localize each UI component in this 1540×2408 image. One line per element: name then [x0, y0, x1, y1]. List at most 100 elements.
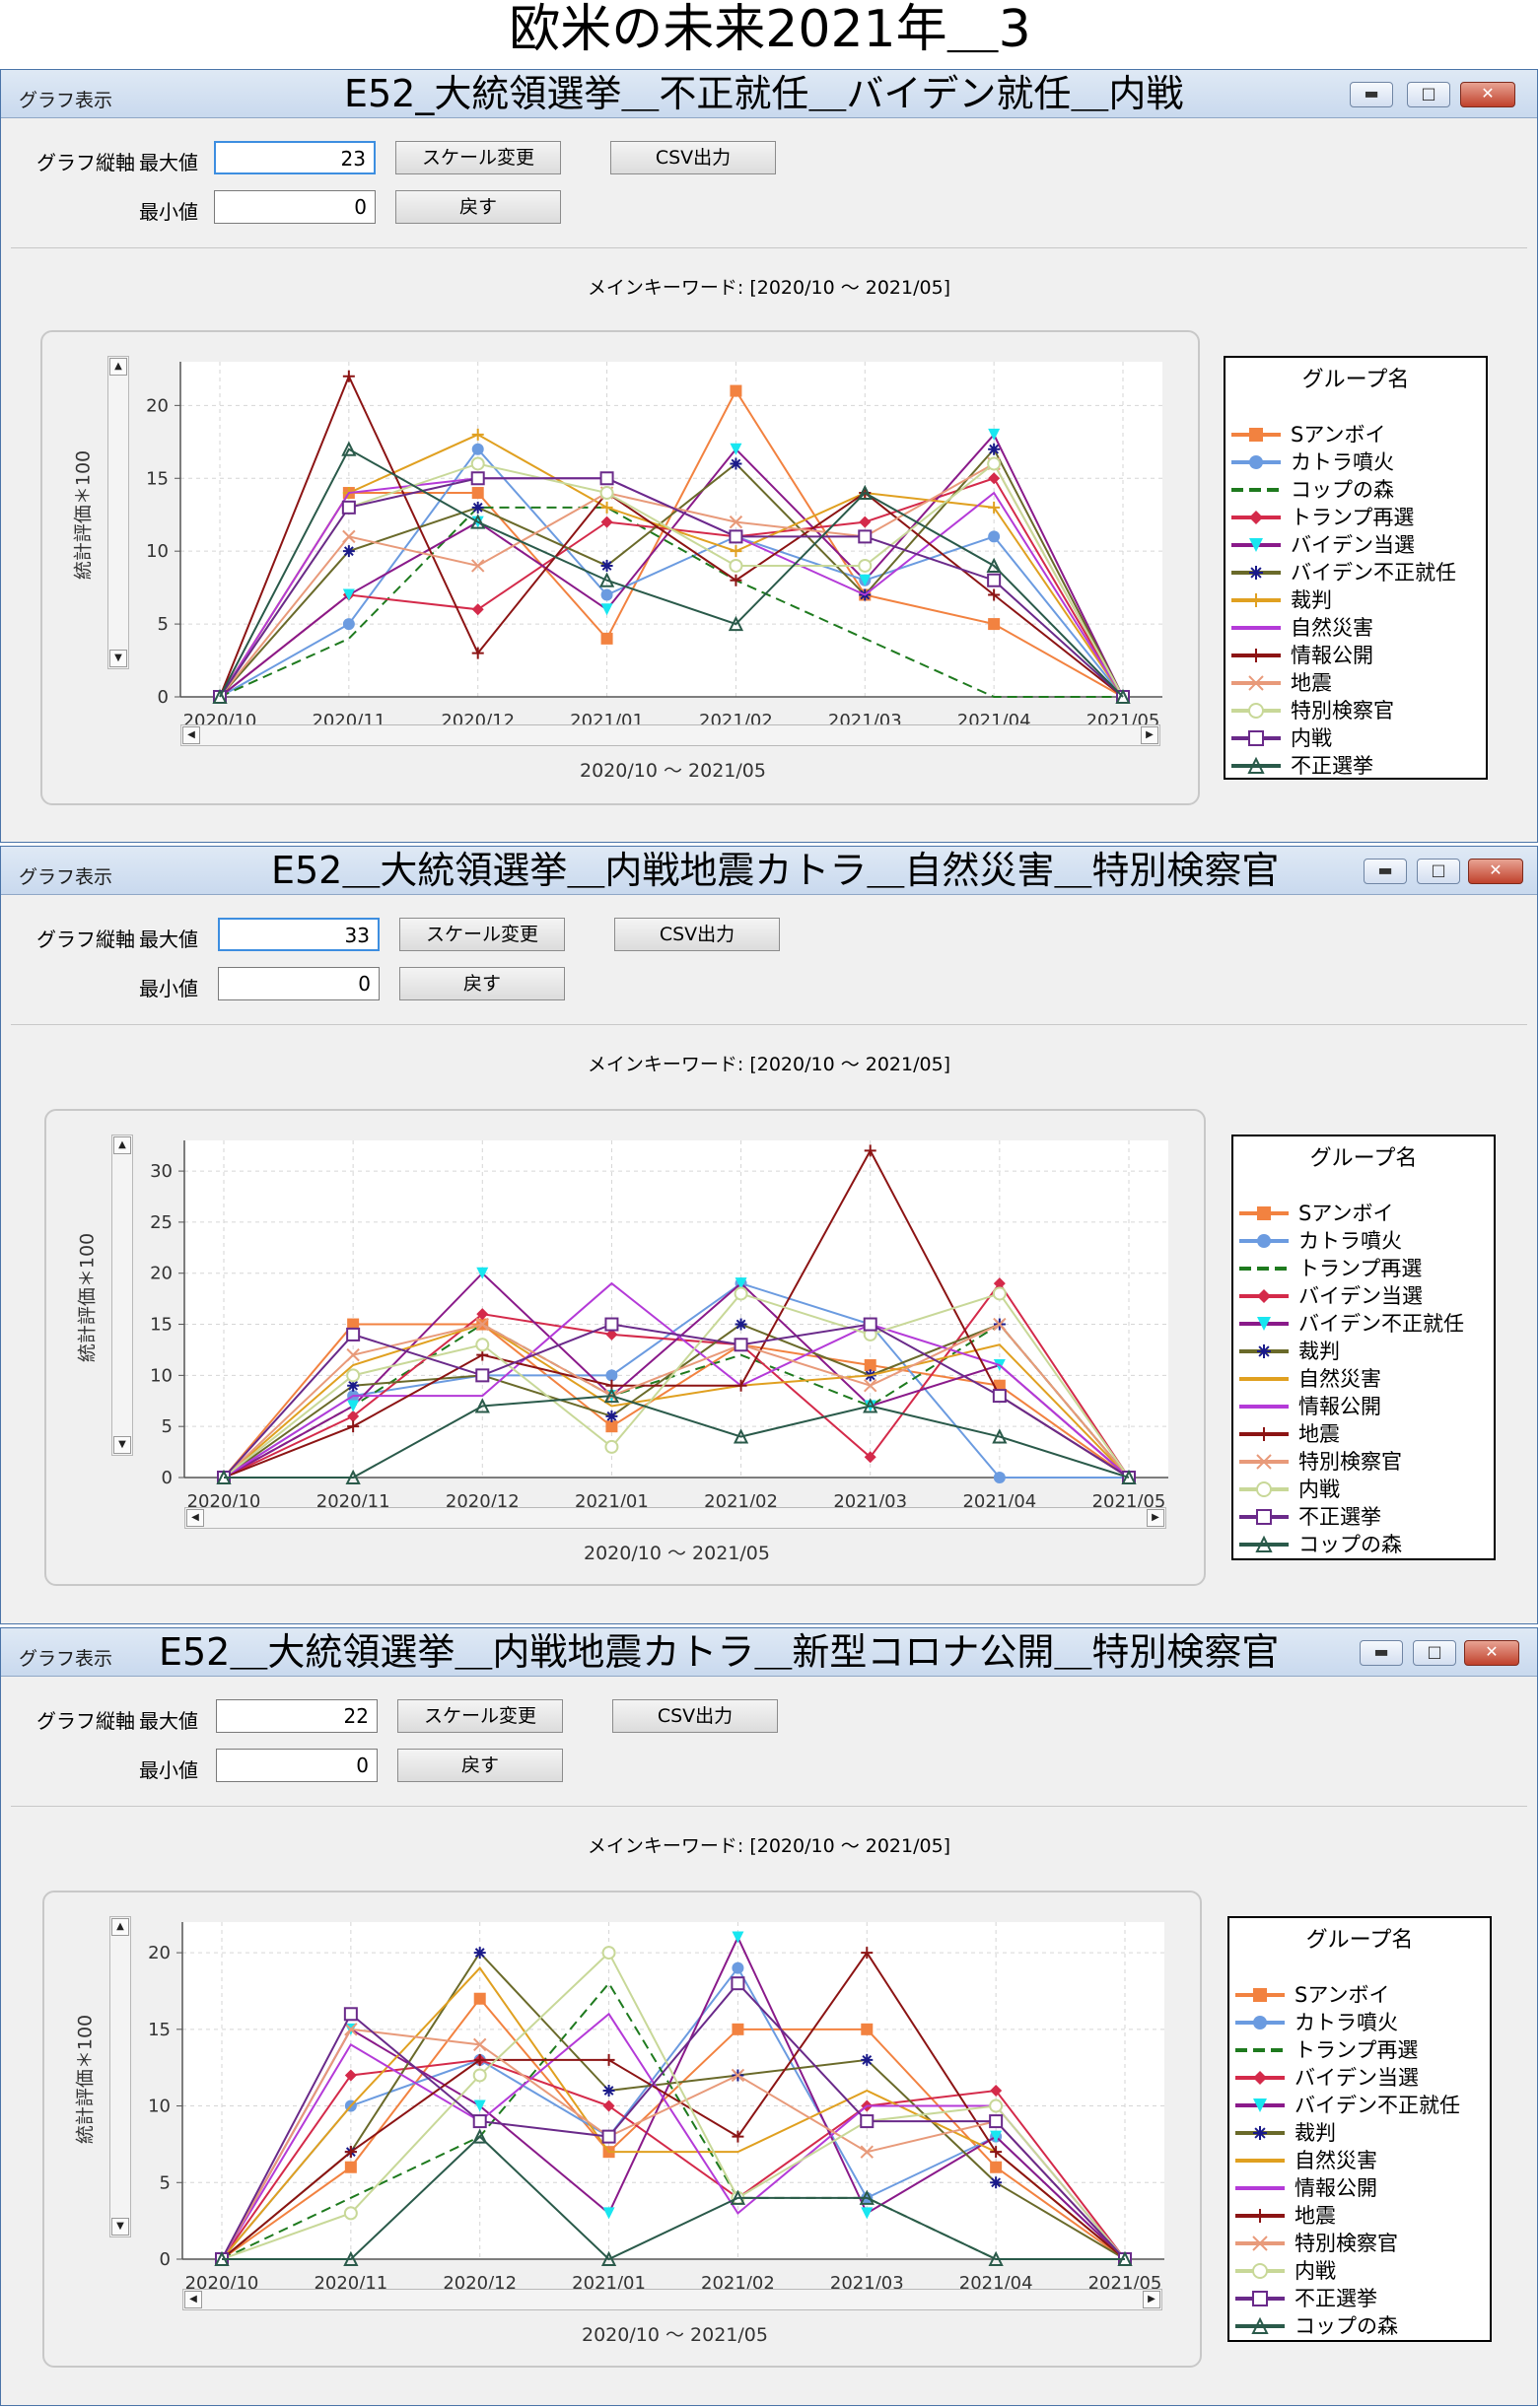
data-point-marker: [1257, 1206, 1271, 1220]
title-bar[interactable]: グラフ表示 E52＿大統領選挙＿内戦地震カトラ＿自然災害＿特別検察官 ▬ □ ✕: [1, 847, 1537, 895]
window-caption: グラフ表示: [19, 866, 113, 888]
horizontal-scrollbar[interactable]: ◀ ▶: [184, 1507, 1166, 1529]
csv-export-button[interactable]: CSV出力: [610, 141, 776, 174]
data-point-marker: [732, 2023, 744, 2035]
close-button[interactable]: ✕: [1468, 859, 1523, 884]
legend-item: トランプ再選: [1239, 1255, 1505, 1282]
data-point-marker: [347, 1420, 360, 1433]
legend-item: 特別検察官: [1231, 697, 1498, 724]
series-line: [223, 1323, 1130, 1479]
data-point-marker: [988, 472, 1001, 485]
scroll-right-button[interactable]: ▶: [1147, 1509, 1164, 1527]
series-コップの森: [214, 2128, 1133, 2266]
data-point-marker: [732, 1931, 744, 1944]
legend-item: 自然災害: [1231, 614, 1498, 642]
min-value-input[interactable]: 0: [214, 190, 376, 224]
close-icon: ✕: [1481, 84, 1495, 103]
legend: グループ名 Sアンボイ カトラ噴火 トランプ再選 バイデン当選 バイデン不正就任 裁判 自然…: [1231, 1135, 1496, 1560]
chart-panel: ▲ ▼ 0 5 10 15 20 2020/10 2020/11 2020/12 2021/01…: [42, 1891, 1202, 2368]
legend-item: 特別検察官: [1239, 1448, 1505, 1476]
window-caption: グラフ表示: [19, 90, 113, 111]
legend-label: バイデン不正就任: [1295, 2094, 1460, 2117]
scale-change-button[interactable]: スケール変更: [395, 141, 561, 174]
close-button[interactable]: ✕: [1464, 1640, 1519, 1666]
data-point-marker: [602, 2207, 615, 2220]
csv-export-button[interactable]: CSV出力: [612, 1699, 778, 1733]
title-bar[interactable]: グラフ表示 E52_大統領選挙＿不正就任＿バイデン就任＿内戦 ▬ □ ✕: [1, 70, 1537, 118]
minimize-button[interactable]: ▬: [1350, 82, 1393, 107]
minimize-button[interactable]: ▬: [1364, 859, 1407, 884]
data-point-marker: [600, 2250, 617, 2266]
legend-item: 裁判: [1235, 2119, 1502, 2147]
legend-label: 内戦: [1291, 726, 1332, 750]
reset-button[interactable]: 戻す: [397, 1749, 563, 1782]
close-button[interactable]: ✕: [1460, 82, 1515, 107]
data-point-marker: [988, 2250, 1004, 2266]
min-value-input[interactable]: 0: [216, 1749, 378, 1782]
close-icon: ✕: [1489, 860, 1503, 879]
scroll-right-button[interactable]: ▶: [1141, 726, 1158, 744]
vertical-scrollbar[interactable]: ▲ ▼: [107, 356, 129, 669]
main-keyword: メインキーワード: [2020/10 〜 2021/05]: [587, 1054, 951, 1075]
maximize-button[interactable]: □: [1407, 82, 1450, 107]
y-tick-label: 10: [148, 2097, 171, 2117]
legend-label: 不正選挙: [1295, 2287, 1377, 2310]
scroll-left-button[interactable]: ◀: [186, 1509, 204, 1527]
data-point-marker: [602, 2053, 615, 2066]
max-value-input[interactable]: 33: [218, 918, 380, 951]
legend-item: カトラ噴火: [1235, 2009, 1502, 2036]
scroll-down-button[interactable]: ▼: [109, 650, 127, 667]
data-point-marker: [1115, 688, 1131, 704]
legend-marker: [1249, 538, 1263, 552]
data-point-marker: [734, 1338, 748, 1352]
maximize-button[interactable]: □: [1417, 859, 1460, 884]
legend-item: バイデン不正就任: [1235, 2092, 1502, 2119]
scroll-up-button[interactable]: ▲: [109, 358, 127, 376]
data-point-marker: [730, 574, 742, 586]
legend-marker: [1239, 1393, 1289, 1420]
scroll-left-button[interactable]: ◀: [182, 726, 200, 744]
max-value-input[interactable]: 23: [214, 141, 376, 174]
scroll-down-button[interactable]: ▼: [111, 2218, 129, 2236]
horizontal-scrollbar[interactable]: ◀ ▶: [182, 2289, 1162, 2310]
legend-label: 地震: [1295, 2204, 1336, 2228]
vertical-scrollbar[interactable]: ▲ ▼: [111, 1135, 133, 1456]
reset-button[interactable]: 戻す: [395, 190, 561, 224]
data-point-marker: [344, 2146, 357, 2159]
y-tick-label: 5: [160, 2172, 171, 2193]
max-value-input[interactable]: 22: [216, 1699, 378, 1733]
data-point-marker: [988, 618, 1001, 631]
y-tick-label: 10: [146, 541, 169, 562]
axis-label: グラフ縦軸: [36, 928, 135, 951]
data-point-marker: [990, 2161, 1003, 2173]
legend-item: 裁判: [1231, 586, 1498, 614]
csv-export-button[interactable]: CSV出力: [614, 918, 780, 951]
legend-label: Sアンボイ: [1291, 423, 1386, 447]
legend-swatch: [1239, 1405, 1289, 1409]
scale-change-button[interactable]: スケール変更: [397, 1699, 563, 1733]
scroll-up-button[interactable]: ▲: [113, 1136, 131, 1154]
legend-label: トランプ再選: [1291, 506, 1415, 529]
data-point-marker: [733, 1428, 749, 1444]
data-point-marker: [212, 688, 228, 704]
data-point-marker: [729, 515, 743, 529]
maximize-icon: □: [1431, 860, 1446, 879]
maximize-button[interactable]: □: [1413, 1640, 1456, 1666]
data-point-marker: [604, 1317, 619, 1332]
horizontal-scrollbar[interactable]: ◀ ▶: [180, 724, 1160, 746]
data-point-marker: [993, 1472, 1006, 1483]
scroll-left-button[interactable]: ◀: [184, 2291, 202, 2308]
title-bar[interactable]: グラフ表示 E52＿大統領選挙＿内戦地震カトラ＿新型コロナ公開＿特別検察官 ▬ …: [1, 1628, 1537, 1677]
vertical-scrollbar[interactable]: ▲ ▼: [109, 1916, 131, 2237]
legend-label: 不正選挙: [1298, 1505, 1381, 1529]
series-line: [224, 1395, 1130, 1479]
minimize-button[interactable]: ▬: [1360, 1640, 1403, 1666]
scroll-up-button[interactable]: ▲: [111, 1918, 129, 1936]
scale-change-button[interactable]: スケール変更: [399, 918, 565, 951]
scroll-right-button[interactable]: ▶: [1143, 2291, 1160, 2308]
data-point-marker: [1257, 1234, 1271, 1248]
reset-button[interactable]: 戻す: [399, 967, 565, 1000]
legend-swatch: [1231, 626, 1281, 630]
scroll-down-button[interactable]: ▼: [113, 1436, 131, 1454]
min-value-input[interactable]: 0: [218, 967, 380, 1000]
